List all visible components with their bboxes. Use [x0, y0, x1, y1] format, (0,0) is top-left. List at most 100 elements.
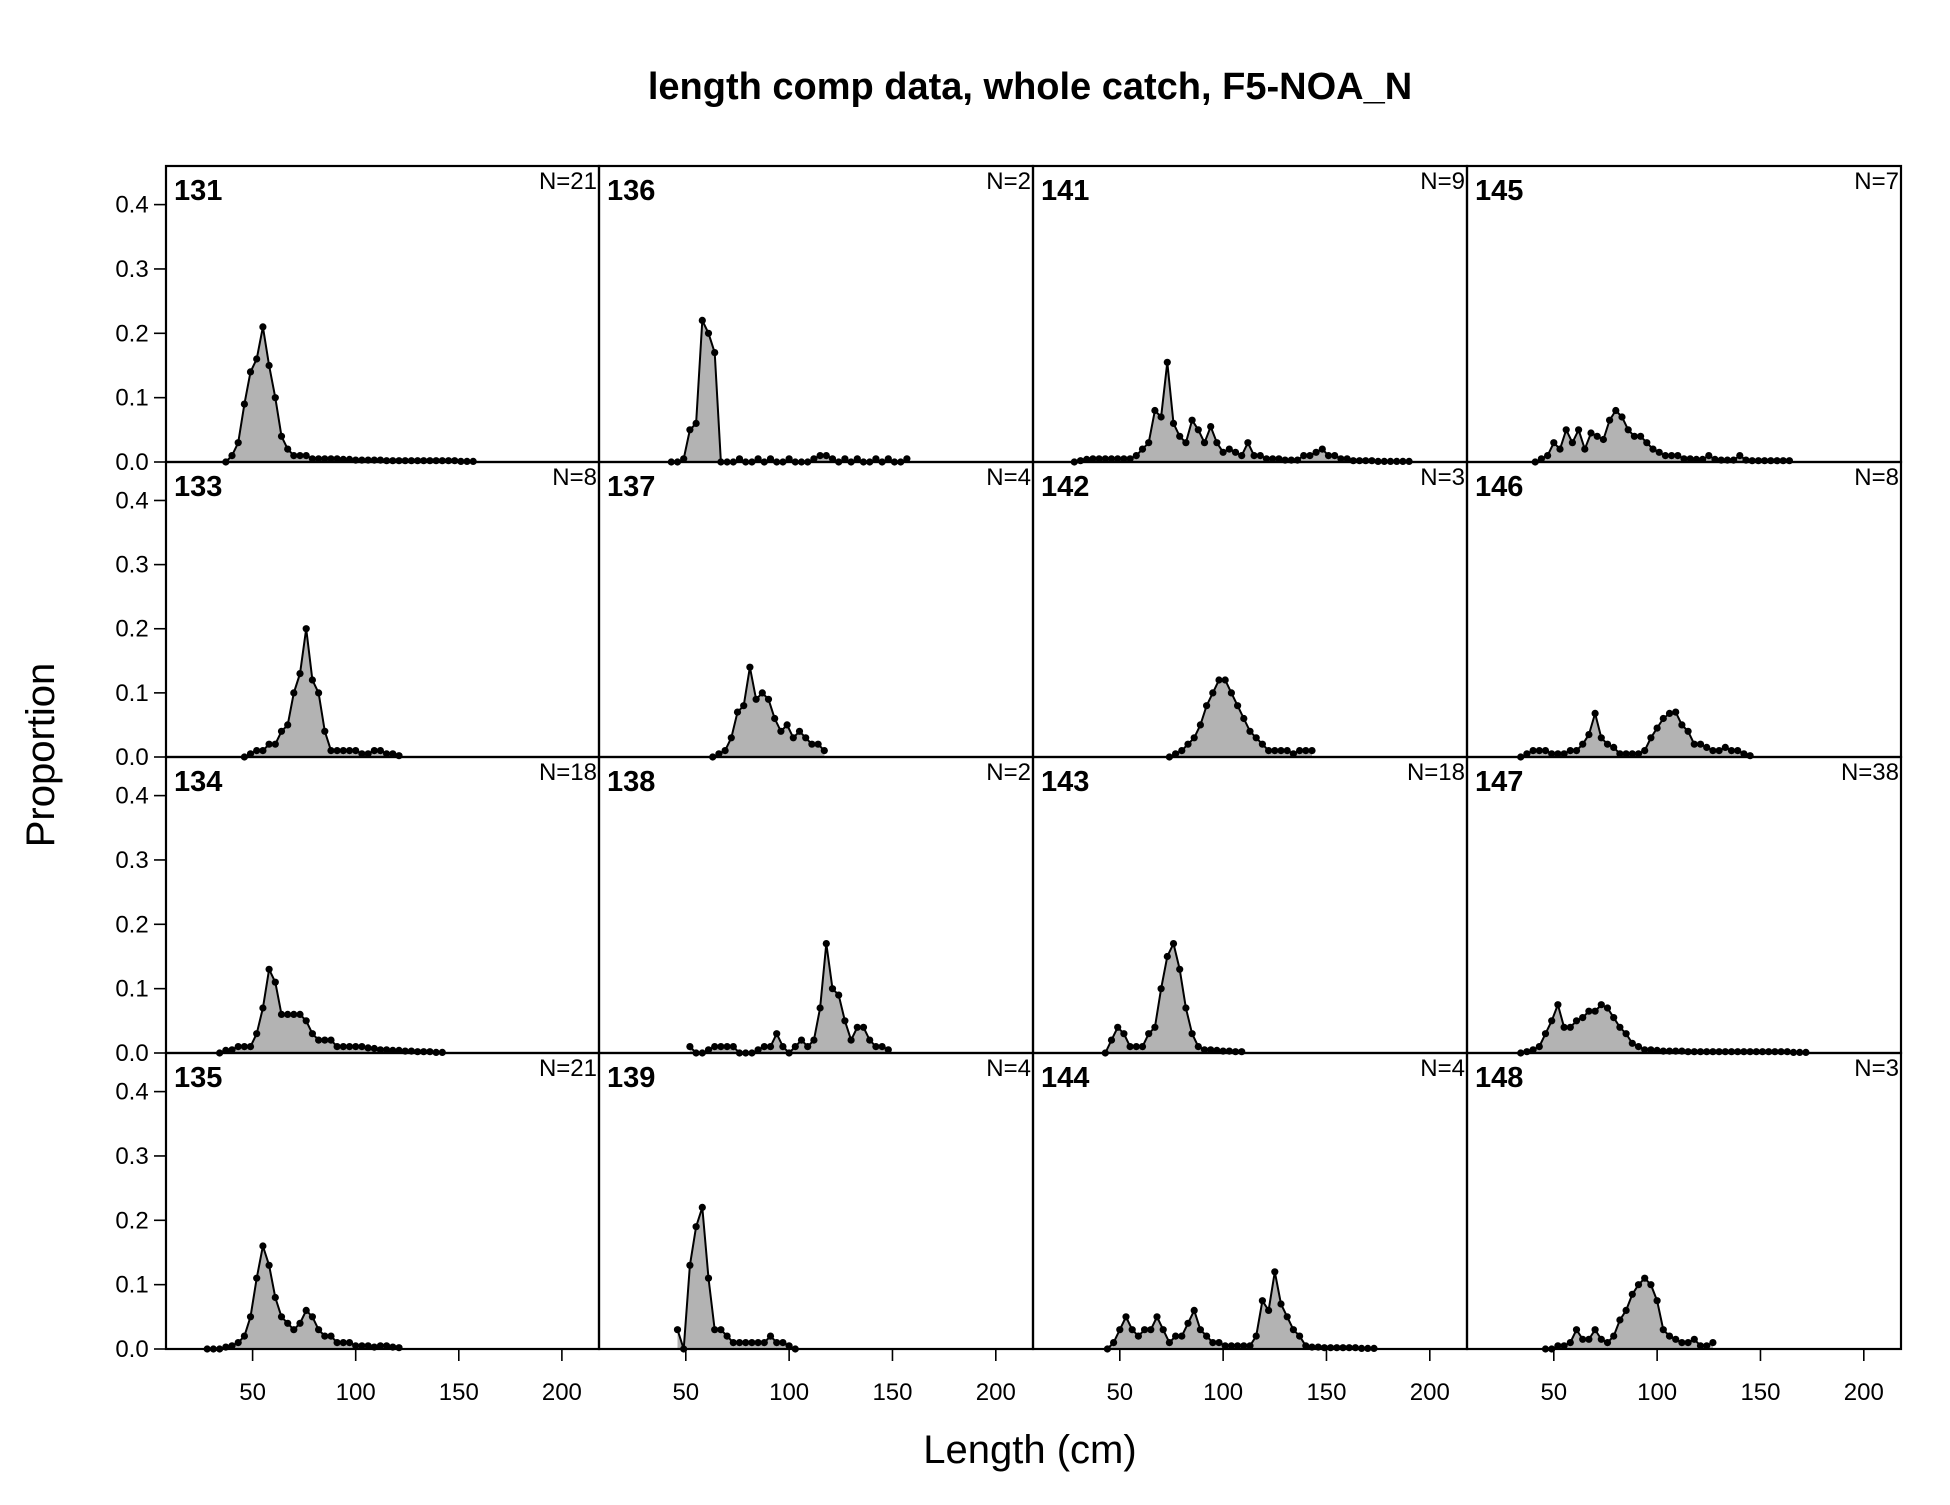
data-point	[1771, 1048, 1779, 1056]
data-point	[1734, 747, 1742, 755]
data-point	[1674, 452, 1682, 460]
data-point	[1634, 750, 1643, 758]
data-point	[1568, 439, 1576, 447]
data-point	[1169, 940, 1178, 948]
data-point	[1362, 457, 1370, 465]
data-point	[1752, 1048, 1760, 1056]
data-point	[742, 1339, 750, 1347]
data-point	[290, 1326, 298, 1334]
data-point	[308, 1030, 316, 1038]
data-point	[816, 452, 824, 460]
x-tick-label: 50	[1106, 1379, 1133, 1406]
data-point	[1628, 1290, 1636, 1298]
data-point	[1659, 1326, 1667, 1334]
data-point	[1709, 1339, 1717, 1347]
data-point	[872, 455, 880, 463]
panel-label: 138	[607, 766, 655, 798]
data-point	[321, 727, 329, 735]
y-tick-label: 0.0	[115, 449, 148, 476]
data-point	[1572, 747, 1581, 755]
data-point	[740, 702, 748, 710]
data-point	[711, 1326, 719, 1334]
data-point	[228, 452, 236, 460]
data-point	[754, 1046, 762, 1054]
sample-size-label: N=4	[986, 1055, 1031, 1082]
data-point	[277, 432, 286, 440]
data-point	[1548, 1017, 1556, 1025]
data-point	[1696, 1342, 1705, 1350]
sample-size-label: N=3	[1854, 1055, 1899, 1082]
data-point	[284, 721, 292, 729]
data-point	[1647, 1046, 1655, 1054]
data-point	[1585, 731, 1593, 739]
y-tick-label: 0.4	[115, 1079, 148, 1106]
data-point	[1622, 750, 1630, 758]
data-point	[1785, 457, 1793, 465]
data-point	[1765, 1048, 1773, 1056]
sample-size-label: N=8	[552, 464, 597, 491]
data-point	[810, 1036, 818, 1044]
sample-size-label: N=4	[986, 464, 1031, 491]
area-fill-139	[677, 1207, 796, 1349]
data-point	[1283, 1313, 1291, 1321]
data-point	[704, 329, 713, 337]
data-point	[1095, 455, 1103, 463]
data-point	[1593, 432, 1601, 440]
data-point	[1089, 455, 1097, 463]
data-point	[1337, 455, 1345, 463]
data-point	[376, 1046, 384, 1054]
data-point	[1238, 1048, 1246, 1056]
data-point	[1678, 1339, 1686, 1347]
data-point	[1727, 1048, 1736, 1056]
x-tick-label: 200	[1410, 1379, 1450, 1406]
data-point	[444, 457, 453, 465]
sample-size-label: N=3	[1420, 464, 1465, 491]
data-point	[284, 1010, 292, 1019]
sample-size-label: N=7	[1854, 168, 1899, 195]
data-point	[1240, 714, 1248, 723]
data-point	[1318, 445, 1326, 453]
data-point	[277, 727, 286, 735]
data-point	[432, 457, 440, 465]
chart-title: length comp data, whole catch, F5-NOA_N	[648, 66, 1412, 108]
data-point	[777, 727, 785, 735]
data-point	[1610, 743, 1618, 752]
panel-label: 141	[1041, 175, 1089, 207]
data-point	[1560, 1342, 1568, 1350]
data-point	[1351, 1344, 1359, 1352]
data-point	[321, 1036, 329, 1044]
data-point	[1157, 985, 1165, 993]
data-point	[1296, 1332, 1304, 1340]
data-point	[352, 747, 360, 755]
panel-label: 131	[174, 175, 222, 207]
data-point	[785, 1342, 793, 1350]
x-tick-label: 100	[336, 1379, 376, 1406]
data-point	[1696, 1048, 1705, 1056]
data-point	[1535, 747, 1543, 755]
data-point	[271, 740, 279, 748]
data-point	[1653, 724, 1661, 732]
data-point	[1628, 750, 1636, 758]
data-point	[735, 1339, 744, 1347]
panel-137: 137 N=4	[597, 460, 1035, 761]
panel-label: 133	[174, 471, 222, 503]
data-point	[760, 1043, 768, 1051]
data-point	[321, 455, 329, 463]
x-tick-label: 150	[1740, 1379, 1780, 1406]
data-point	[1740, 1048, 1748, 1056]
panel-133: 133 N=8 0.0 0.1 0.2 0.3 0.4	[115, 460, 601, 771]
data-point	[1606, 416, 1614, 424]
panel-label: 142	[1041, 471, 1089, 503]
data-point	[339, 747, 347, 755]
data-point	[376, 1342, 384, 1350]
data-point	[1649, 445, 1657, 453]
data-point	[1196, 1326, 1204, 1334]
data-point	[847, 1036, 855, 1044]
data-point	[820, 747, 828, 755]
y-tick-label: 0.4	[115, 192, 148, 219]
data-point	[1703, 1048, 1711, 1056]
data-point	[785, 455, 793, 463]
data-point	[841, 455, 849, 463]
x-tick-label: 50	[1540, 1379, 1567, 1406]
data-point	[1653, 1297, 1661, 1305]
